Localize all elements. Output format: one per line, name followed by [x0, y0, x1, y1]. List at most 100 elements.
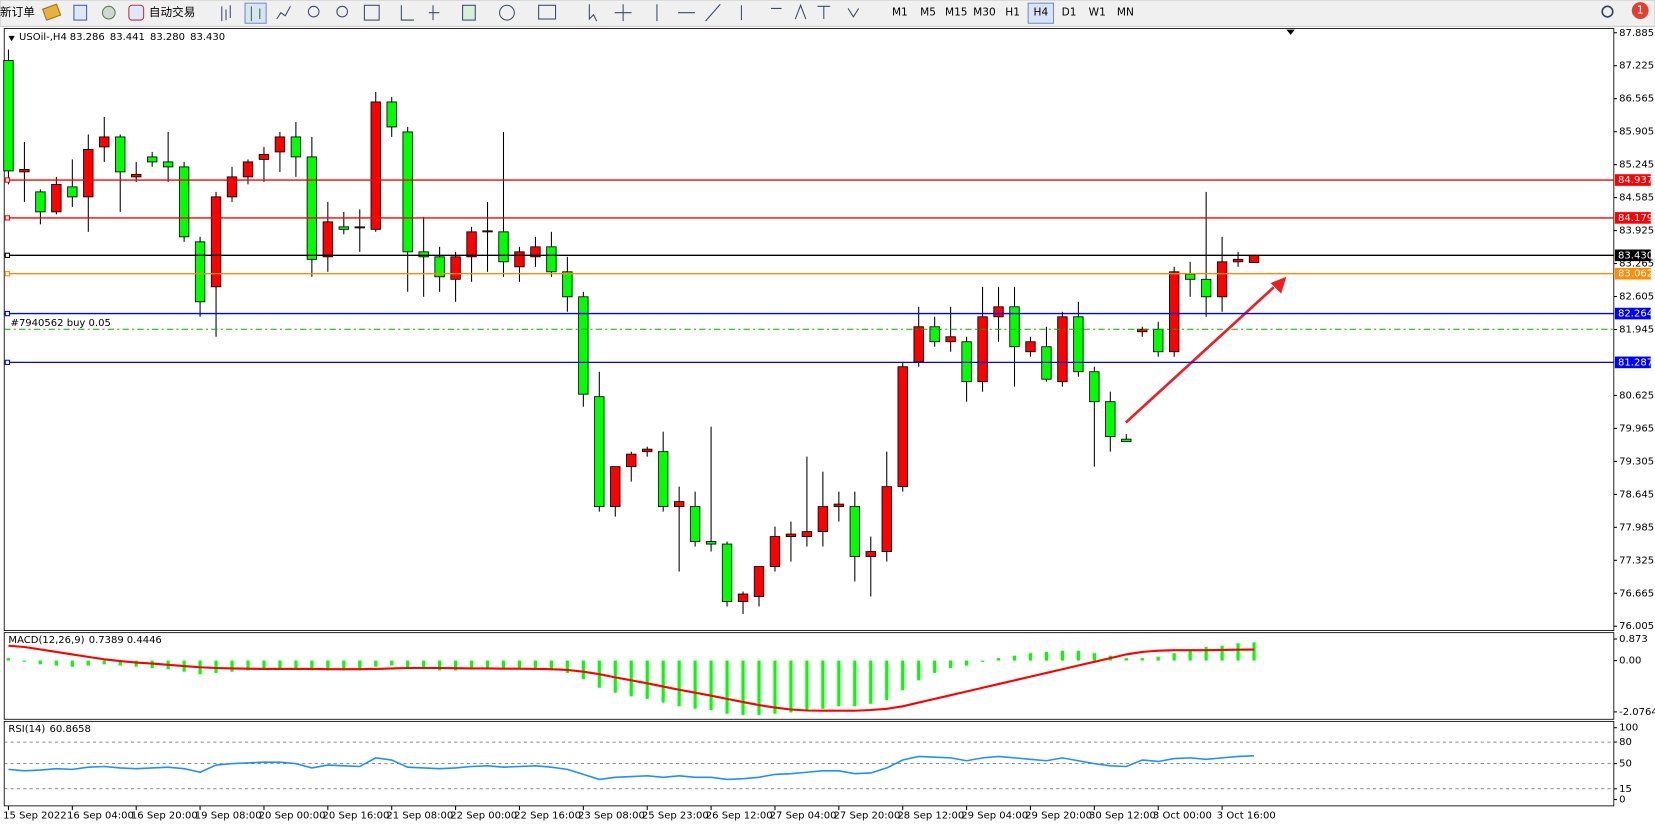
macd-bar: [565, 660, 569, 673]
candle-body: [578, 296, 589, 395]
macd-bar: [869, 660, 873, 704]
timeframe-button[interactable]: D1: [1062, 7, 1077, 19]
zoom-in-button[interactable]: [307, 5, 320, 18]
new-order-button[interactable]: 新订单: [0, 5, 35, 19]
x-tick-label: 22 Sep 16:00: [514, 810, 581, 821]
macd-bar: [996, 658, 1001, 661]
timeframe-button[interactable]: MN: [1117, 7, 1134, 19]
candle-body: [721, 543, 733, 602]
y-tick-label: 100: [1619, 723, 1638, 734]
timeframe-button[interactable]: M5: [920, 7, 936, 19]
search-button[interactable]: [1601, 5, 1614, 18]
level-label: 83.430: [1618, 250, 1653, 261]
candle-body: [737, 593, 749, 602]
candle-body: [1057, 316, 1068, 383]
icon[interactable]: [101, 5, 116, 20]
templates-button[interactable]: [538, 4, 557, 20]
macd-bar: [6, 658, 11, 661]
candle-body: [753, 566, 765, 597]
candle-body: [99, 136, 110, 148]
tile-button[interactable]: [363, 4, 380, 21]
bar-chart-button[interactable]: [221, 5, 231, 22]
periods-button[interactable]: [499, 4, 515, 21]
candle-body: [1248, 254, 1260, 263]
macd-bar: [980, 660, 985, 662]
y-tick-label: 87.225: [1619, 61, 1654, 72]
macd-bar: [294, 660, 298, 668]
y-tick-label: 15: [1619, 784, 1632, 795]
x-tick-label: 29 Sep 04:00: [961, 810, 1028, 821]
macd-bar: [853, 660, 857, 707]
macd-bar: [789, 660, 793, 713]
chart-area: 87.885 87.225 86.565 85.905 85.245 84.585 83.9…: [3, 28, 1655, 822]
macd-bar: [933, 660, 937, 673]
x-tick-label: 3 Oct 16:00: [1217, 810, 1276, 821]
candle-button[interactable]: [244, 2, 267, 24]
macd-bar: [885, 660, 889, 701]
notification-count: 1: [1637, 5, 1644, 17]
macd-bar: [246, 660, 250, 671]
candle-body: [785, 533, 797, 537]
timeframe-button[interactable]: H4: [1034, 7, 1049, 19]
candle-body: [274, 136, 286, 153]
macd-bar: [1236, 643, 1240, 661]
macd-bar: [693, 660, 697, 709]
y-tick-label: 87.885: [1619, 28, 1654, 39]
candle-body: [482, 230, 493, 233]
chart-tools: [221, 2, 860, 24]
icon[interactable]: [41, 3, 62, 21]
macd-panel: [3, 632, 1615, 720]
timeframes: M1 M5 M15 M30 H1 H4 D1 W1 MN: [892, 2, 1134, 24]
x-tick-label: 15 Sep 2022: [3, 810, 66, 821]
drawing-tools[interactable]: [588, 3, 860, 22]
panel-menu[interactable]: [8, 35, 15, 42]
x-tick-label: 26 Sep 12:00: [706, 810, 773, 821]
candle-body: [546, 246, 557, 273]
x-tick-label: 22 Sep 00:00: [450, 810, 517, 821]
candle-body: [658, 451, 669, 508]
x-tick-label: 3 Oct 00:00: [1153, 810, 1212, 821]
auto-trading-icon[interactable]: [128, 4, 145, 21]
y-tick-label: 84.585: [1619, 193, 1654, 204]
auto-trading-button[interactable]: 自动交易: [149, 5, 195, 19]
macd-bar: [805, 660, 809, 712]
macd-bar: [134, 660, 138, 667]
macd-bar: [661, 660, 665, 703]
macd-bar: [1092, 653, 1096, 661]
line-chart-button[interactable]: [276, 6, 291, 20]
macd-bar: [501, 660, 506, 670]
timeframe-button[interactable]: M30: [973, 7, 996, 19]
macd-bar: [54, 660, 58, 666]
zoom-out-button[interactable]: [336, 5, 349, 18]
level-tag: [1614, 249, 1651, 262]
candle-body: [83, 148, 94, 198]
candle-body: [1184, 273, 1196, 280]
timeframe-button[interactable]: M1: [892, 7, 908, 19]
candle-body: [1153, 328, 1164, 353]
y-tick-label: 76.005: [1619, 621, 1654, 632]
timeframe-button[interactable]: M15: [945, 7, 968, 19]
x-tick-label: 28 Sep 12:00: [897, 810, 964, 821]
level-marker: [4, 252, 11, 258]
level-label: 84.937: [1618, 175, 1653, 186]
x-tick-label: 30 Sep 12:00: [1089, 810, 1156, 821]
macd-bar: [1252, 642, 1256, 661]
timeframe-button[interactable]: W1: [1089, 7, 1106, 19]
icon[interactable]: [73, 4, 88, 21]
timeframe-button[interactable]: H1: [1005, 7, 1020, 19]
rsi-line: [8, 755, 1255, 781]
candle-body: [1216, 261, 1228, 298]
level-tag: [1614, 212, 1651, 224]
candle-body: [1169, 271, 1180, 353]
level-marker: [4, 177, 11, 183]
notification-badge[interactable]: [1631, 2, 1649, 20]
candle-body: [226, 176, 238, 198]
candle-body: [450, 256, 461, 280]
scroll-buttons[interactable]: [400, 5, 440, 21]
macd-bar: [533, 660, 538, 670]
candle-body: [626, 453, 637, 468]
indicator-title: RSI(14): [8, 724, 45, 735]
indicators-button[interactable]: [462, 4, 476, 21]
macd-bar: [629, 660, 633, 697]
x-tick-label: 27 Sep 04:00: [770, 810, 837, 821]
